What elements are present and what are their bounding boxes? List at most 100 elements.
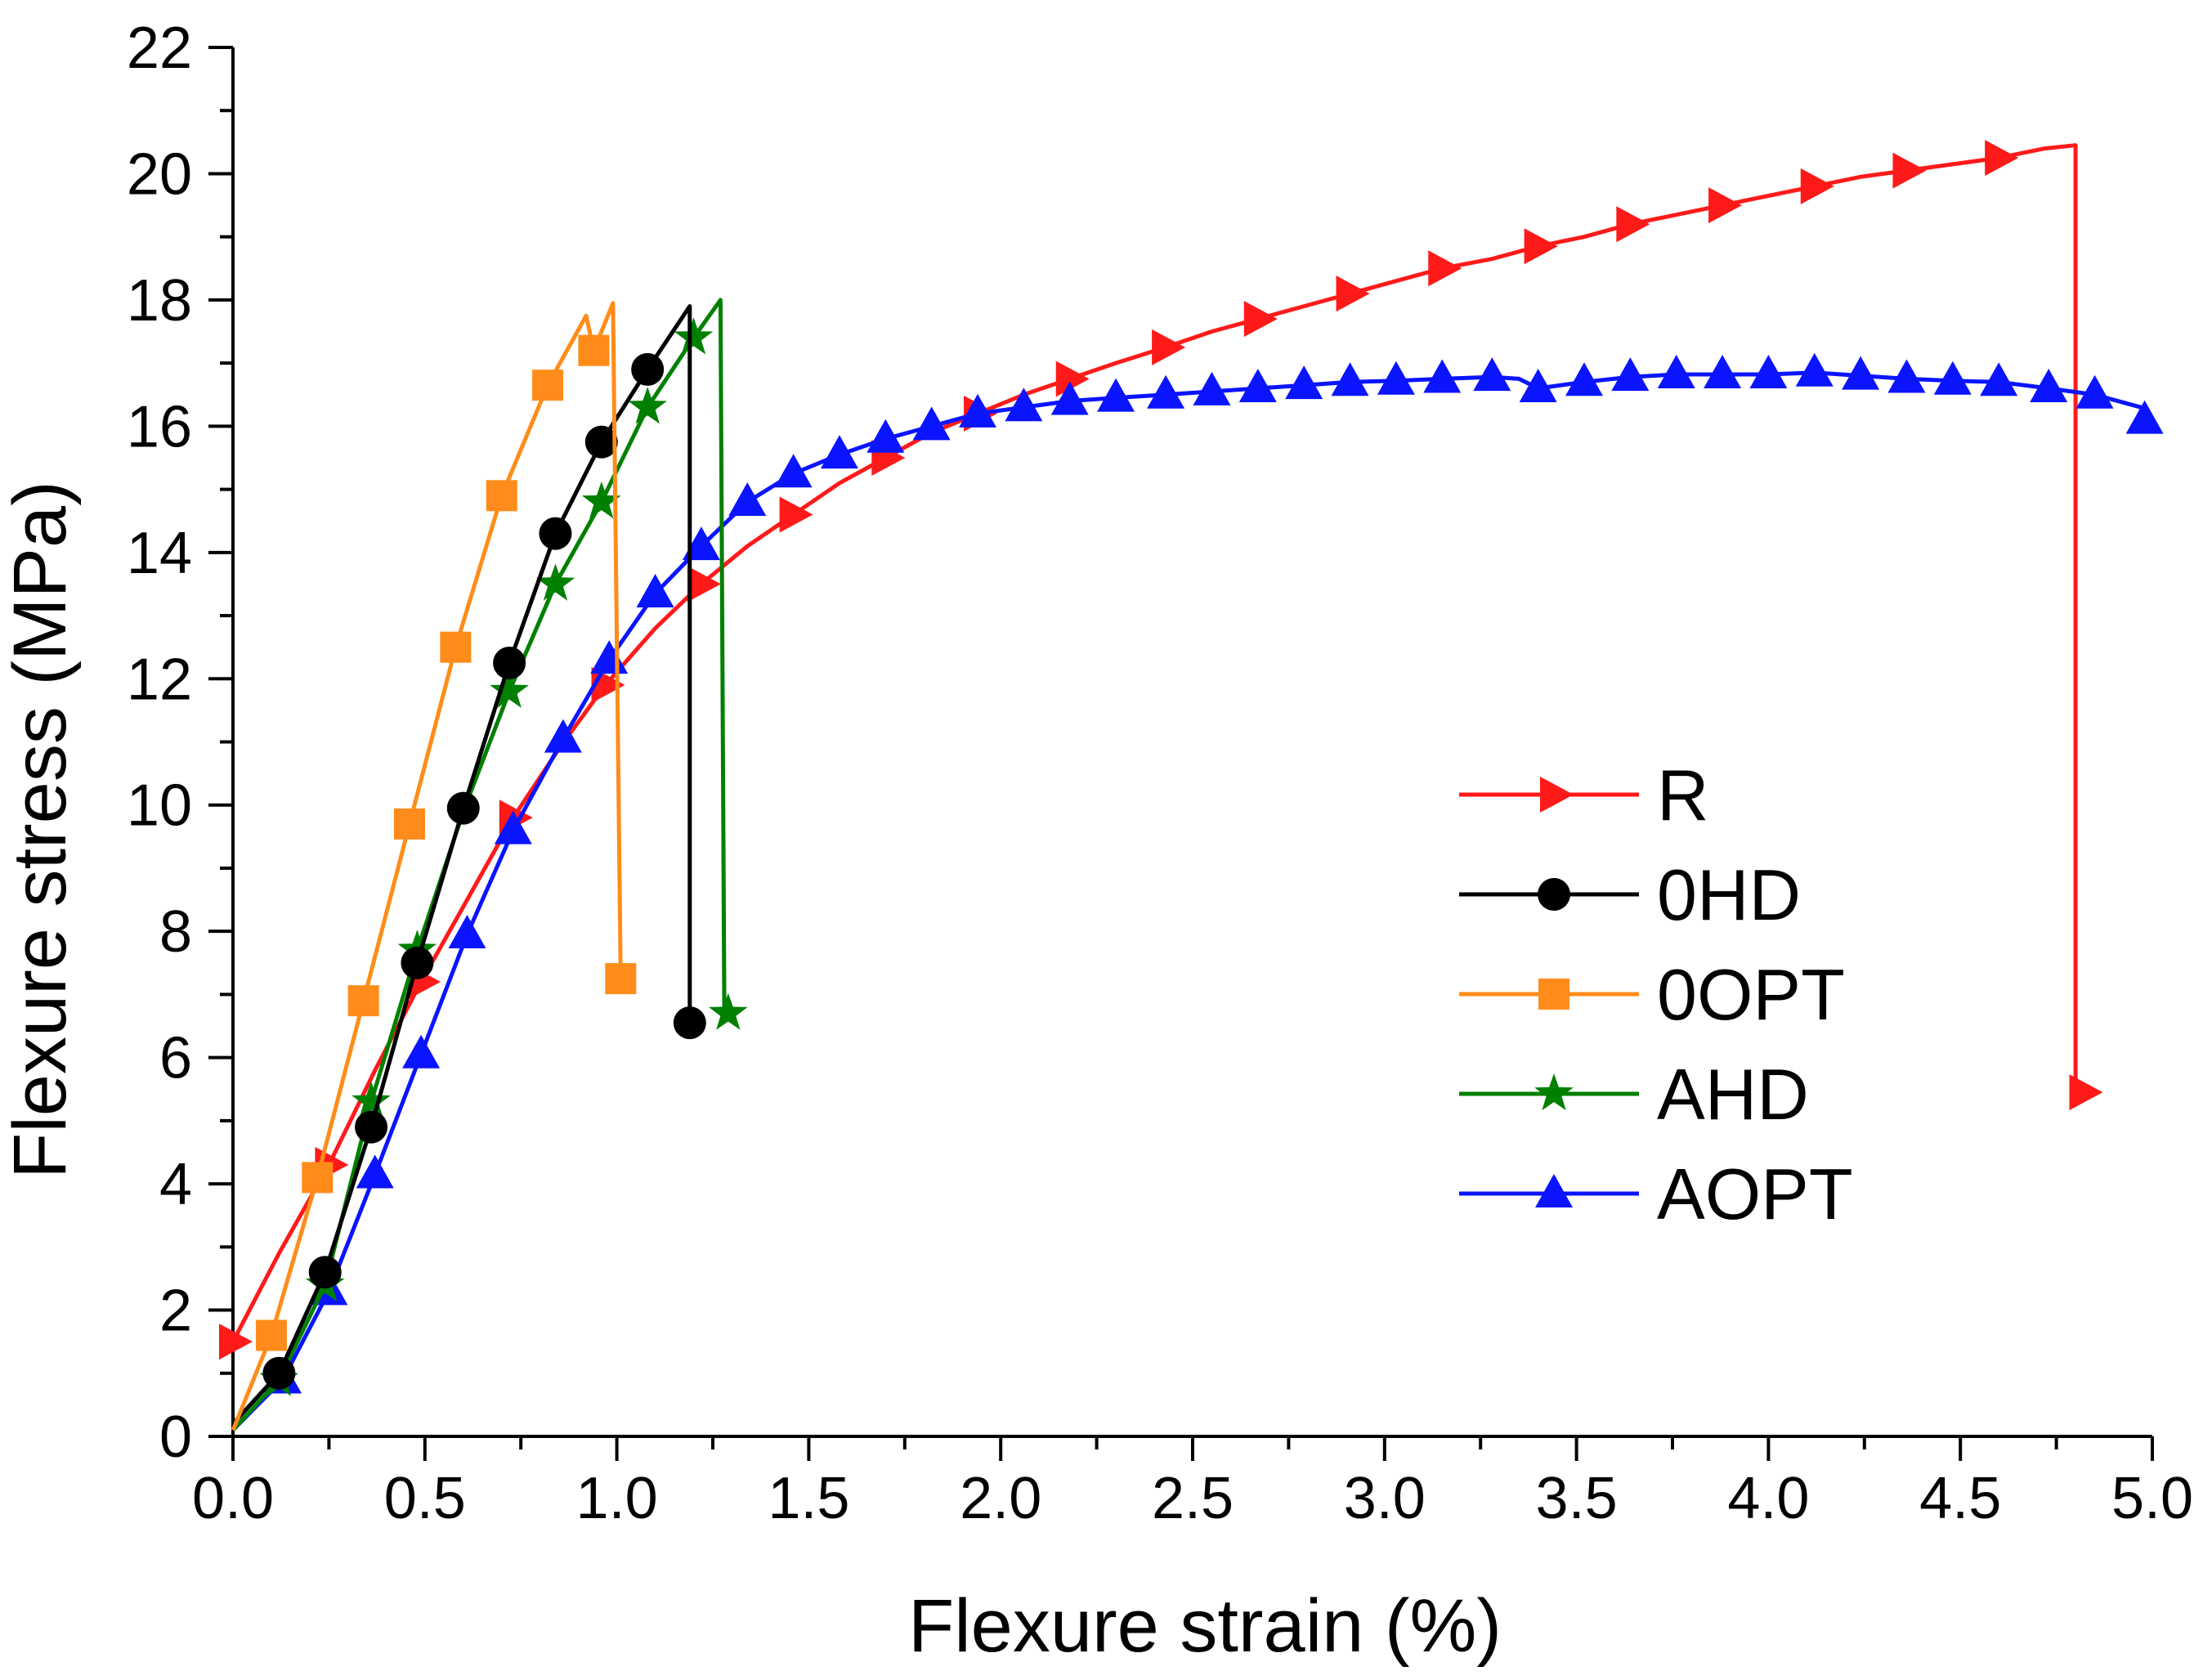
y-tick-label: 12	[127, 647, 192, 712]
data-point	[582, 482, 621, 519]
data-point	[1985, 140, 2019, 177]
legend-swatch-marker	[1538, 878, 1570, 911]
x-tick-label: 1.5	[768, 1466, 849, 1531]
data-point	[402, 1034, 441, 1068]
data-point	[394, 808, 426, 840]
y-tick-label: 22	[127, 16, 192, 81]
data-point	[631, 352, 665, 386]
x-axis-title: Flexure strain (%)	[908, 1584, 1502, 1668]
data-point	[1795, 352, 1834, 387]
y-tick-label: 20	[127, 141, 192, 207]
series-line-aopt	[231, 370, 2147, 1432]
x-tick-label: 3.0	[1344, 1466, 1426, 1531]
data-point	[1616, 206, 1650, 243]
data-point	[532, 370, 564, 401]
data-point	[544, 719, 582, 753]
data-point	[1933, 361, 1972, 395]
data-point	[584, 425, 618, 459]
data-point	[728, 482, 767, 517]
series-line-0opt	[231, 301, 623, 1431]
data-point	[1152, 329, 1186, 365]
x-tick-label: 0.5	[384, 1466, 466, 1531]
data-point	[493, 646, 526, 679]
data-point	[674, 317, 714, 355]
data-point	[1428, 250, 1462, 287]
series-0opt	[231, 301, 637, 1431]
data-point	[1800, 168, 1834, 204]
data-point	[535, 563, 575, 601]
data-point	[448, 915, 486, 949]
y-tick-label: 6	[159, 1026, 192, 1091]
data-point	[1611, 357, 1650, 392]
legend-item-0hd: 0HD	[1459, 854, 1801, 935]
data-point	[2125, 400, 2164, 434]
data-point	[1377, 361, 1415, 395]
data-point	[351, 1081, 391, 1118]
legend-item-r: R	[1459, 755, 1709, 836]
data-point	[1749, 355, 1788, 389]
data-point	[486, 480, 517, 512]
series-0hd	[231, 304, 706, 1426]
data-point	[356, 1154, 394, 1189]
data-point	[1238, 369, 1277, 403]
data-point	[1193, 371, 1231, 405]
data-point	[2030, 369, 2068, 403]
data-point	[1657, 355, 1695, 389]
data-point	[1055, 361, 1090, 397]
data-point	[308, 1256, 342, 1289]
legend: R 0HD 0OPT AHD AOPT	[1459, 755, 1853, 1234]
data-point	[1331, 362, 1369, 396]
data-point	[446, 791, 480, 825]
data-point	[709, 992, 748, 1030]
y-tick-label: 4	[159, 1152, 192, 1217]
data-point	[262, 1356, 296, 1390]
legend-item-ahd: AHD	[1459, 1054, 1809, 1135]
legend-label: 0HD	[1657, 854, 1801, 935]
data-point	[494, 810, 532, 844]
x-tick-label: 4.0	[1727, 1466, 1809, 1531]
legend-item-aopt: AOPT	[1459, 1154, 1853, 1234]
data-point	[605, 963, 637, 995]
data-point	[578, 334, 610, 366]
data-point	[355, 1110, 388, 1144]
data-point	[682, 526, 720, 561]
data-point	[820, 435, 858, 469]
data-point	[347, 985, 379, 1017]
data-point	[912, 406, 951, 441]
data-point	[1423, 359, 1462, 393]
data-point	[673, 1006, 706, 1040]
series-layer	[219, 140, 2164, 1432]
data-point	[1704, 355, 1742, 389]
data-point	[1524, 228, 1558, 265]
series-ahd	[231, 298, 748, 1431]
data-point	[590, 640, 629, 674]
legend-label: AHD	[1657, 1054, 1809, 1135]
y-tick-label: 8	[159, 899, 192, 965]
axes: 0.0 0.5 1.0 1.5 2.0 2.5 3.0 3.5 4.0 4.5 5.0 0 2 4 6 8 10…	[127, 16, 2193, 1531]
y-tick-label: 10	[127, 773, 192, 839]
data-point	[774, 454, 813, 488]
y-tick-label: 0	[159, 1404, 192, 1470]
data-point	[1285, 365, 1323, 400]
x-tick-label: 5.0	[2111, 1466, 2193, 1531]
data-point	[440, 631, 472, 663]
data-point	[1980, 362, 2018, 396]
data-point	[490, 670, 529, 708]
data-point	[1005, 388, 1043, 422]
data-point	[219, 1324, 253, 1360]
x-tick-label: 0.0	[192, 1466, 274, 1531]
data-point	[1243, 301, 1278, 338]
data-point	[1336, 276, 1370, 312]
legend-swatch-marker	[1534, 1073, 1574, 1111]
data-point	[1473, 357, 1511, 392]
y-tick-label: 2	[159, 1279, 192, 1344]
data-point	[1565, 362, 1603, 396]
data-point	[255, 1319, 287, 1351]
legend-label: 0OPT	[1657, 954, 1845, 1035]
data-point	[1892, 152, 1927, 189]
legend-swatch-marker	[1538, 979, 1569, 1010]
data-point	[1050, 381, 1089, 415]
x-tick-label: 1.0	[576, 1466, 658, 1531]
data-point	[1708, 187, 1743, 224]
